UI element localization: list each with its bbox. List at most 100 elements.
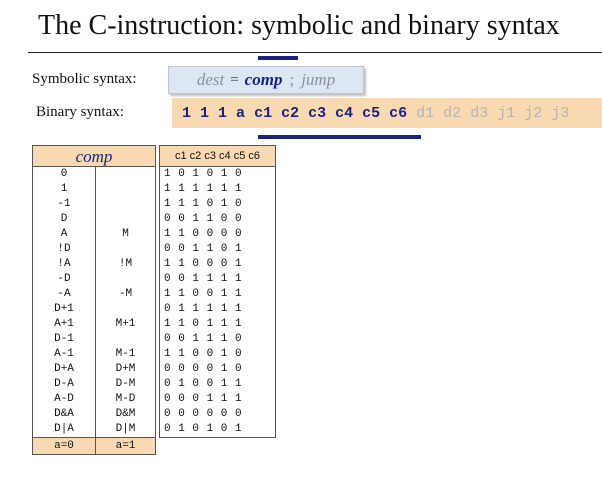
- comp-a0-cell: -A: [32, 287, 96, 302]
- comp-a0-cell: -D: [32, 272, 96, 287]
- comp-a1-cell: [95, 182, 156, 197]
- comp-bits-cell: 1 0 1 0 1 0: [159, 166, 276, 182]
- comp-bits-cell: 0 1 0 0 1 1: [159, 377, 276, 392]
- binary-bit: c6: [389, 104, 408, 122]
- table-footer-row: a=0 a=1: [32, 437, 276, 455]
- comp-a0-cell: A-1: [32, 347, 96, 362]
- binary-bit: c1: [254, 104, 273, 122]
- table-row: A+1 M+1 1 1 0 1 1 1: [32, 317, 276, 332]
- table-row: D&A D&M 0 0 0 0 0 0: [32, 407, 276, 422]
- binary-bit: d3: [470, 104, 489, 122]
- binary-bit: d2: [443, 104, 462, 122]
- comp-a1-cell: -M: [95, 287, 156, 302]
- comp-highlight-bar-top: [258, 56, 298, 60]
- binary-bit: a: [236, 104, 246, 122]
- comp-a1-cell: D&M: [95, 407, 156, 422]
- comp-a1-cell: [95, 332, 156, 347]
- comp-bits-cell: 0 0 0 1 1 1: [159, 392, 276, 407]
- comp-a1-cell: D|M: [95, 422, 156, 438]
- comp-bits-cell: 0 0 1 1 1 1: [159, 272, 276, 287]
- binary-bit: c4: [335, 104, 354, 122]
- table-row: A-1 M-1 1 1 0 0 1 0: [32, 347, 276, 362]
- comp-bits-cell: 1 1 0 1 1 1: [159, 317, 276, 332]
- table-row: -1 1 1 1 0 1 0: [32, 197, 276, 212]
- table-row: !A !M 1 1 0 0 0 1: [32, 257, 276, 272]
- comp-bits-cell: 0 0 0 0 0 0: [159, 407, 276, 422]
- comp-a1-cell: M: [95, 227, 156, 242]
- comp-bits-cell: 1 1 0 0 0 0: [159, 227, 276, 242]
- symbolic-syntax-label: Symbolic syntax:: [32, 71, 137, 87]
- symbolic-comp: comp: [244, 70, 283, 89]
- comp-a0-cell: !D: [32, 242, 96, 257]
- comp-a1-cell: M+1: [95, 317, 156, 332]
- table-row: D-A D-M 0 1 0 0 1 1: [32, 377, 276, 392]
- binary-bit: c2: [281, 104, 300, 122]
- symbolic-dest: dest: [196, 70, 225, 89]
- symbolic-syntax-box: dest = comp ; jump: [168, 66, 364, 94]
- comp-table-header: comp: [32, 145, 156, 167]
- table-row: !D 0 0 1 1 0 1: [32, 242, 276, 257]
- comp-bits-cell: 1 1 0 0 0 1: [159, 257, 276, 272]
- table-row: 0 1 0 1 0 1 0: [32, 166, 276, 182]
- symbolic-jump: jump: [301, 70, 336, 89]
- comp-a0-cell: 1: [32, 182, 96, 197]
- binary-syntax-label: Binary syntax:: [36, 104, 124, 120]
- comp-a1-cell: [95, 242, 156, 257]
- comp-bits-cell: 0 0 1 1 0 0: [159, 212, 276, 227]
- comp-a1-cell: M-D: [95, 392, 156, 407]
- symbolic-equals: =: [230, 71, 239, 88]
- comp-a0-cell: -1: [32, 197, 96, 212]
- comp-a1-cell: [95, 272, 156, 287]
- comp-a1-cell: [95, 302, 156, 317]
- binary-syntax-box: 1 1 1 a c1 c2 c3 c4 c5 c6 d1 d2 d3 j1 j2 j3: [172, 98, 602, 128]
- comp-a0-cell: A-D: [32, 392, 96, 407]
- table-row: -A -M 1 1 0 0 1 1: [32, 287, 276, 302]
- bits-table-header: c1 c2 c3 c4 c5 c6: [159, 145, 276, 167]
- binary-bit: 1: [200, 104, 210, 122]
- comp-a0-cell: D|A: [32, 422, 96, 438]
- comp-bits-cell: 0 0 1 1 1 0: [159, 332, 276, 347]
- comp-a0-cell: D: [32, 212, 96, 227]
- comp-a1-cell: !M: [95, 257, 156, 272]
- comp-a0-cell: D+1: [32, 302, 96, 317]
- symbolic-semicolon: ;: [289, 70, 295, 89]
- footer-a1: a=1: [95, 437, 156, 455]
- table-row: D|A D|M 0 1 0 1 0 1: [32, 422, 276, 438]
- comp-a1-cell: D+M: [95, 362, 156, 377]
- comp-a0-cell: D-1: [32, 332, 96, 347]
- binary-bit: d1: [416, 104, 435, 122]
- comp-bits-cell: 0 1 0 1 0 1: [159, 422, 276, 438]
- binary-bit: j3: [551, 104, 570, 122]
- comp-a0-cell: !A: [32, 257, 96, 272]
- comp-a1-cell: [95, 212, 156, 227]
- comp-a0-cell: D-A: [32, 377, 96, 392]
- table-row: D+A D+M 0 0 0 0 1 0: [32, 362, 276, 377]
- comp-a1-cell: M-1: [95, 347, 156, 362]
- comp-bits-cell: 0 0 0 0 1 0: [159, 362, 276, 377]
- comp-a0-cell: A: [32, 227, 96, 242]
- binary-bit: j2: [524, 104, 543, 122]
- slide-title: The C-instruction: symbolic and binary s…: [38, 10, 560, 41]
- footer-a0: a=0: [32, 437, 96, 455]
- binary-bit: c5: [362, 104, 381, 122]
- binary-bit: j1: [497, 104, 516, 122]
- comp-a0-cell: D&A: [32, 407, 96, 422]
- comp-bits-cell: 1 1 1 1 1 1: [159, 182, 276, 197]
- binary-bit: 1: [182, 104, 192, 122]
- table-row: D-1 0 0 1 1 1 0: [32, 332, 276, 347]
- comp-bits-cell: 1 1 0 0 1 0: [159, 347, 276, 362]
- comp-bits-cell: 1 1 0 0 1 1: [159, 287, 276, 302]
- comp-highlight-bar-bottom: [258, 135, 421, 139]
- comp-a0-cell: 0: [32, 166, 96, 182]
- comp-a0-cell: A+1: [32, 317, 96, 332]
- comp-a1-cell: D-M: [95, 377, 156, 392]
- table-row: 1 1 1 1 1 1 1: [32, 182, 276, 197]
- table-row: -D 0 0 1 1 1 1: [32, 272, 276, 287]
- comp-bits-cell: 1 1 1 0 1 0: [159, 197, 276, 212]
- binary-bit: c3: [308, 104, 327, 122]
- table-row: D 0 0 1 1 0 0: [32, 212, 276, 227]
- comp-bits-cell: 0 0 1 1 0 1: [159, 242, 276, 257]
- comp-bits-cell: 0 1 1 1 1 1: [159, 302, 276, 317]
